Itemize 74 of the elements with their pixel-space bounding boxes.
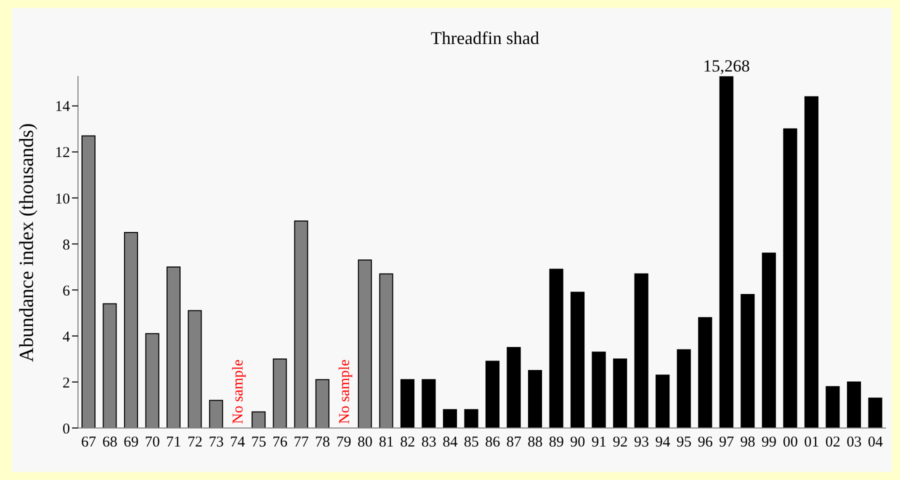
y-axis-title: Abundance index (thousands) — [16, 123, 38, 362]
x-tick-label: 88 — [528, 434, 543, 451]
text: 15,268 — [703, 56, 750, 76]
y-tick-label: 12 — [55, 145, 70, 162]
y-tick-label: 0 — [62, 421, 70, 438]
bar — [783, 128, 798, 428]
y-tick-label: 4 — [62, 329, 70, 346]
y-tick-label: 10 — [55, 191, 70, 208]
bar — [846, 381, 861, 428]
x-tick-label: 70 — [144, 434, 160, 451]
bar — [740, 294, 755, 428]
y-tick-label: 8 — [62, 237, 70, 254]
x-tick-label: 03 — [846, 434, 862, 451]
x-tick-label: 84 — [442, 434, 458, 451]
y-tick-label: 2 — [62, 375, 70, 392]
x-tick-label: 82 — [400, 434, 416, 451]
x-tick-label: 77 — [294, 434, 310, 451]
bar — [400, 379, 414, 428]
x-tick-label: 69 — [124, 434, 139, 451]
x-tick-label: 76 — [272, 434, 288, 451]
bar — [868, 398, 882, 428]
x-tick-label: 94 — [655, 434, 671, 451]
bar — [656, 374, 670, 428]
x-tick-label: 90 — [570, 434, 586, 451]
x-tick-label: 01 — [804, 434, 820, 451]
y-tick-label: 6 — [62, 283, 70, 300]
x-tick-label: 95 — [676, 434, 692, 451]
x-tick-label: 96 — [698, 434, 714, 451]
bar — [486, 360, 500, 428]
x-tick-label: 81 — [378, 434, 394, 451]
x-tick-label: 99 — [762, 434, 777, 451]
x-tick-label: 87 — [506, 434, 522, 451]
chart-title: Threadfin shad — [430, 28, 540, 49]
x-tick-label: 00 — [782, 434, 798, 451]
x-tick-label: 68 — [102, 434, 118, 451]
x-tick-label: 67 — [81, 434, 97, 451]
x-tick-label: 02 — [825, 434, 840, 451]
bar — [570, 292, 585, 428]
x-tick-label: 85 — [464, 434, 479, 451]
annotation: No sample — [230, 359, 246, 424]
x-tick-label: 92 — [612, 434, 628, 451]
bar — [762, 252, 776, 428]
x-tick-label: 73 — [208, 434, 224, 451]
x-tick-label: 72 — [187, 434, 202, 451]
bar — [592, 352, 606, 428]
bar — [719, 76, 734, 428]
bar — [442, 409, 457, 428]
bar — [804, 96, 818, 428]
bar — [528, 370, 542, 428]
annotation: No sample — [336, 359, 353, 424]
x-tick-label: 86 — [485, 434, 501, 451]
x-tick-label: 83 — [421, 434, 436, 451]
bar — [422, 379, 436, 428]
bar — [698, 317, 712, 428]
x-tick-label: 71 — [166, 434, 182, 451]
bar — [549, 268, 564, 428]
bar — [506, 346, 521, 428]
bar — [676, 349, 691, 428]
y-tick-label: 14 — [55, 99, 70, 116]
x-tick-label: 91 — [591, 434, 606, 451]
x-tick-label: 97 — [719, 434, 735, 451]
bar — [613, 358, 628, 428]
bar — [464, 409, 478, 428]
x-tick-label: 79 — [336, 434, 352, 451]
x-tick-label: 78 — [315, 434, 330, 451]
x-tick-label: 98 — [740, 434, 756, 451]
x-tick-label: 75 — [251, 434, 266, 451]
bar — [634, 273, 648, 428]
x-tick-label: 93 — [634, 434, 649, 451]
x-tick-label: 74 — [230, 434, 246, 451]
x-tick-label: 80 — [358, 434, 373, 451]
x-tick-label: 89 — [548, 434, 564, 451]
bar — [826, 386, 840, 428]
x-tick-label: 04 — [868, 434, 884, 451]
